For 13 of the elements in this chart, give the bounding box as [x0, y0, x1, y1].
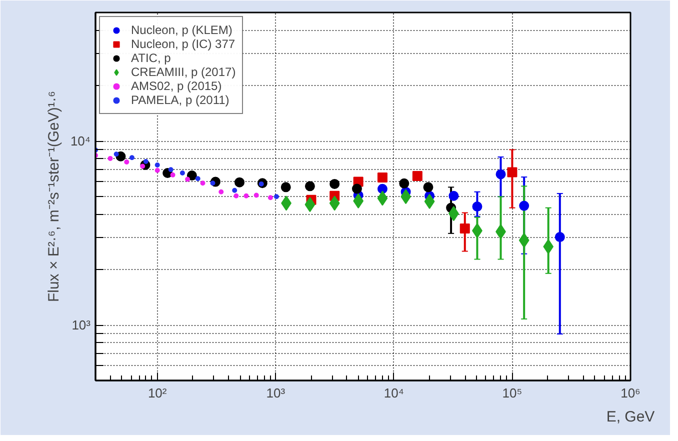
legend-label: CREAMIII, p (2017) [131, 65, 236, 79]
y-axis-title: Flux × E²·⁶, m⁻²s⁻¹ster⁻¹(GeV)¹·⁶ [45, 90, 62, 302]
legend-label: ATIC, p [131, 51, 171, 65]
x-tick-label: 10⁵ [502, 386, 522, 400]
legend-label: Nucleon, p (KLEM) [131, 23, 232, 37]
x-axis-title: E, GeV [606, 408, 655, 426]
legend-label: PAMELA, p (2011) [131, 93, 230, 107]
x-tick-label: 10⁴ [384, 386, 404, 400]
x-tick-label: 10² [148, 386, 168, 400]
legend-label: Nucleon, p (IC) 377 [131, 37, 236, 51]
legend-label: AMS02, p (2015) [131, 79, 222, 93]
x-tick-label: 10⁶ [620, 386, 640, 400]
x-tick-label: 10³ [266, 386, 286, 400]
